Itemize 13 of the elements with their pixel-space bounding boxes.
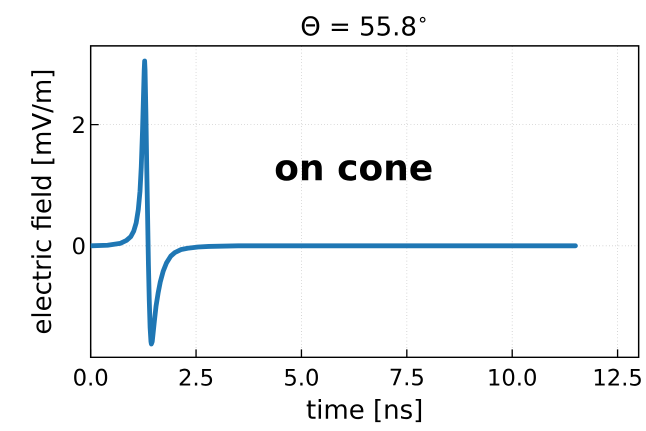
- x-axis-title: time [ns]: [306, 399, 422, 422]
- y-axis-title: electric field [mV/m]: [31, 70, 54, 334]
- chart-title: Θ = 55.8$^{∘}$: [302, 16, 426, 36]
- line-series: [90, 58, 578, 346]
- y-tick-label: 2: [73, 116, 84, 134]
- x-tick-label: 0.0: [74, 368, 108, 386]
- x-tick-label: 5.0: [285, 368, 318, 386]
- x-tick-label: 10.0: [489, 368, 536, 386]
- x-tick-label: 7.5: [390, 368, 423, 386]
- y-tick-label: 0: [73, 237, 84, 254]
- annotation: on cone: [276, 160, 432, 181]
- x-tick-label: 2.5: [180, 368, 212, 386]
- x-tick-label: 12.5: [594, 368, 641, 386]
